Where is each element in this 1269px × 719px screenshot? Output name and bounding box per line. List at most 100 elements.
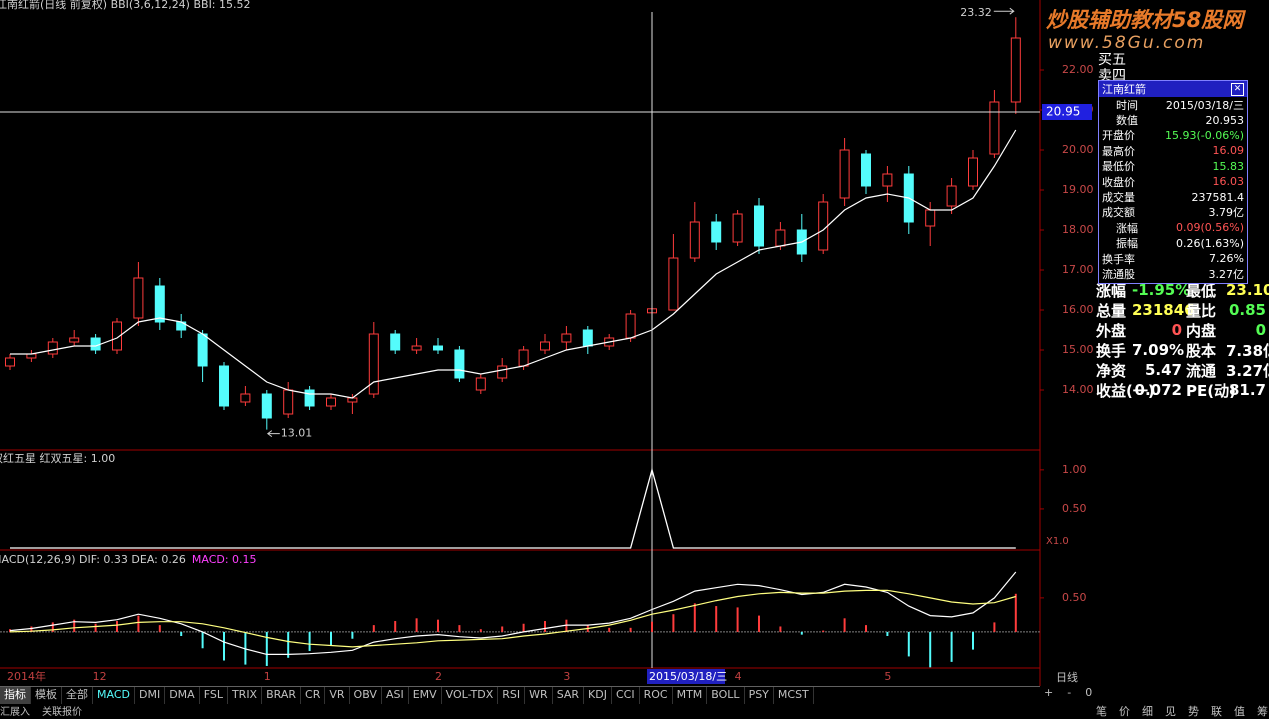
x-tick-label: 1: [264, 670, 271, 683]
indicator-tab[interactable]: PSY: [745, 687, 774, 704]
close-button[interactable]: ✕: [1231, 82, 1244, 96]
side-tab[interactable]: 势: [1188, 705, 1199, 718]
indicator-tab[interactable]: RSI: [498, 687, 526, 704]
candle-body: [283, 389, 294, 415]
indicator-tab[interactable]: ROC: [640, 687, 673, 704]
candle-body: [1010, 37, 1021, 103]
popup-label: 换手率: [1102, 252, 1135, 266]
side-tab[interactable]: 价: [1119, 705, 1130, 718]
candle-body: [861, 153, 871, 187]
popup-row: 成交额 3.79亿: [1099, 205, 1247, 220]
x-tick-label: 2014年: [7, 669, 46, 683]
popup-row: 流通股 3.27亿: [1099, 266, 1247, 281]
popup-rows: 数值 20.953 开盘价 15.93(-0.06%) 最高价 16.09 最低价 15.83…: [1099, 112, 1247, 281]
popup-label: 最低价: [1102, 160, 1135, 174]
quote-row: 换手 7.09%股本 7.38亿: [1096, 340, 1269, 360]
indicator-tab[interactable]: VR: [325, 687, 350, 704]
side-tab[interactable]: 细: [1142, 705, 1153, 718]
popup-row: 收盘价 16.03: [1099, 174, 1247, 189]
quote-cell: 流通: [1186, 361, 1217, 380]
side-tab[interactable]: 笔: [1096, 705, 1107, 718]
candle-body: [411, 345, 422, 351]
candle-body: [925, 209, 936, 227]
indicator-tab[interactable]: MTM: [673, 687, 708, 704]
quote-cell: 外盘: [1096, 321, 1127, 340]
quote-cell: 5.47: [1144, 361, 1182, 379]
indicator-tab[interactable]: ASI: [382, 687, 409, 704]
quote-row: 涨幅 -1.95% 最低 23.10: [1096, 280, 1269, 300]
scale-label: X1.0: [1046, 536, 1069, 547]
indicator-tab[interactable]: SAR: [553, 687, 585, 704]
candle-body: [475, 377, 486, 391]
quote-panel: 涨幅 -1.95% 最低 23.10 总量 231846 量比 0.85 外盘 0 内盘 0 换手 7.0…: [1096, 280, 1269, 400]
popup-label: 成交额: [1102, 206, 1135, 220]
indicator-tab[interactable]: CR: [301, 687, 326, 704]
indicator-tab[interactable]: BRAR: [262, 687, 302, 704]
popup-label: 流通股: [1102, 268, 1135, 281]
side-tab[interactable]: 筹: [1257, 705, 1268, 718]
popup-label: 数值: [1116, 114, 1138, 128]
popup-value: 20.953: [1205, 113, 1245, 127]
side-tab[interactable]: 见: [1165, 705, 1176, 718]
indicator-tab[interactable]: DMI: [135, 687, 166, 704]
y-tick-label: 19.00: [1062, 183, 1094, 196]
toolbar-control[interactable]: +: [1044, 686, 1054, 699]
indicator-tab[interactable]: 指标: [0, 687, 31, 704]
cursor-date-box: [647, 669, 725, 684]
status-item[interactable]: 关联报价: [42, 707, 82, 718]
indicator-tab[interactable]: BOLL: [707, 687, 745, 704]
macd-line: [9, 589, 1016, 648]
quote-cell: 0: [1255, 321, 1266, 339]
indicator-tab[interactable]: MACD: [93, 687, 135, 704]
popup-label: 振幅: [1116, 237, 1138, 251]
indicator-tab[interactable]: 全部: [62, 687, 93, 704]
indicator-tab[interactable]: EMV: [409, 687, 442, 704]
side-tabs: 笔价细见势联值筹: [1096, 703, 1268, 719]
popup-row: 数值 20.953: [1099, 112, 1247, 128]
min-arrow: [266, 430, 280, 437]
indicator-tab[interactable]: MCST: [774, 687, 814, 704]
max-arrow: [993, 7, 1015, 15]
indicator-tab[interactable]: FSL: [200, 687, 228, 704]
y-tick-label: 20.00: [1062, 143, 1094, 156]
indicator-tab[interactable]: WR: [525, 687, 553, 704]
y-tick-label: 15.00: [1062, 343, 1094, 356]
candle-body: [818, 201, 829, 251]
side-tab[interactable]: 值: [1234, 705, 1245, 718]
candle-body: [582, 329, 593, 347]
indicator-tab[interactable]: KDJ: [584, 687, 612, 704]
popup-value: 0.09(0.56%): [1175, 221, 1244, 235]
popup-title: 江南红箭: [1102, 83, 1146, 96]
quote-cell: 7.09%: [1132, 341, 1185, 359]
chart-title: MACD(12,26,9) DIF: 0.33 DEA: 0.26 MACD: 0…: [0, 553, 257, 566]
y-tick-label: 1.00: [1062, 463, 1087, 476]
candle-body: [390, 333, 401, 351]
cursor-value-box: [1042, 104, 1092, 120]
popup-row: 振幅 0.26(1.63%): [1099, 236, 1247, 251]
popup-value: 0.26(1.63%): [1175, 236, 1244, 250]
indicator-tab[interactable]: OBV: [350, 687, 382, 704]
popup-label: 开盘价: [1102, 129, 1135, 143]
indicator-tab[interactable]: VOL-TDX: [442, 687, 499, 704]
indicator-tab[interactable]: DMA: [165, 687, 200, 704]
chart-title: 双红五星 红双五星: 1.00: [0, 452, 115, 465]
status-item[interactable]: 汇展入: [0, 707, 30, 718]
popup-row: 开盘价 15.93(-0.06%): [1099, 128, 1247, 143]
candle-body: [454, 349, 465, 379]
indicator-tab[interactable]: 模板: [31, 687, 62, 704]
indicator-tab[interactable]: CCI: [612, 687, 640, 704]
candle-body: [754, 205, 764, 247]
indicator-tab[interactable]: TRIX: [228, 687, 263, 704]
quote-cell: 量比: [1186, 301, 1217, 320]
x-tick-label: 2015/03/18/三: [649, 670, 727, 683]
quote-cell: 涨幅: [1096, 281, 1127, 300]
toolbar-control[interactable]: -: [1067, 686, 1072, 699]
candle-body: [968, 157, 978, 187]
popup-row: 涨幅 0.09(0.56%): [1099, 220, 1247, 235]
candle-body: [69, 337, 80, 343]
candle-body: [625, 313, 636, 339]
toolbar-control[interactable]: 0: [1085, 686, 1093, 699]
side-tab[interactable]: 联: [1211, 705, 1222, 718]
candle-body: [261, 393, 272, 419]
